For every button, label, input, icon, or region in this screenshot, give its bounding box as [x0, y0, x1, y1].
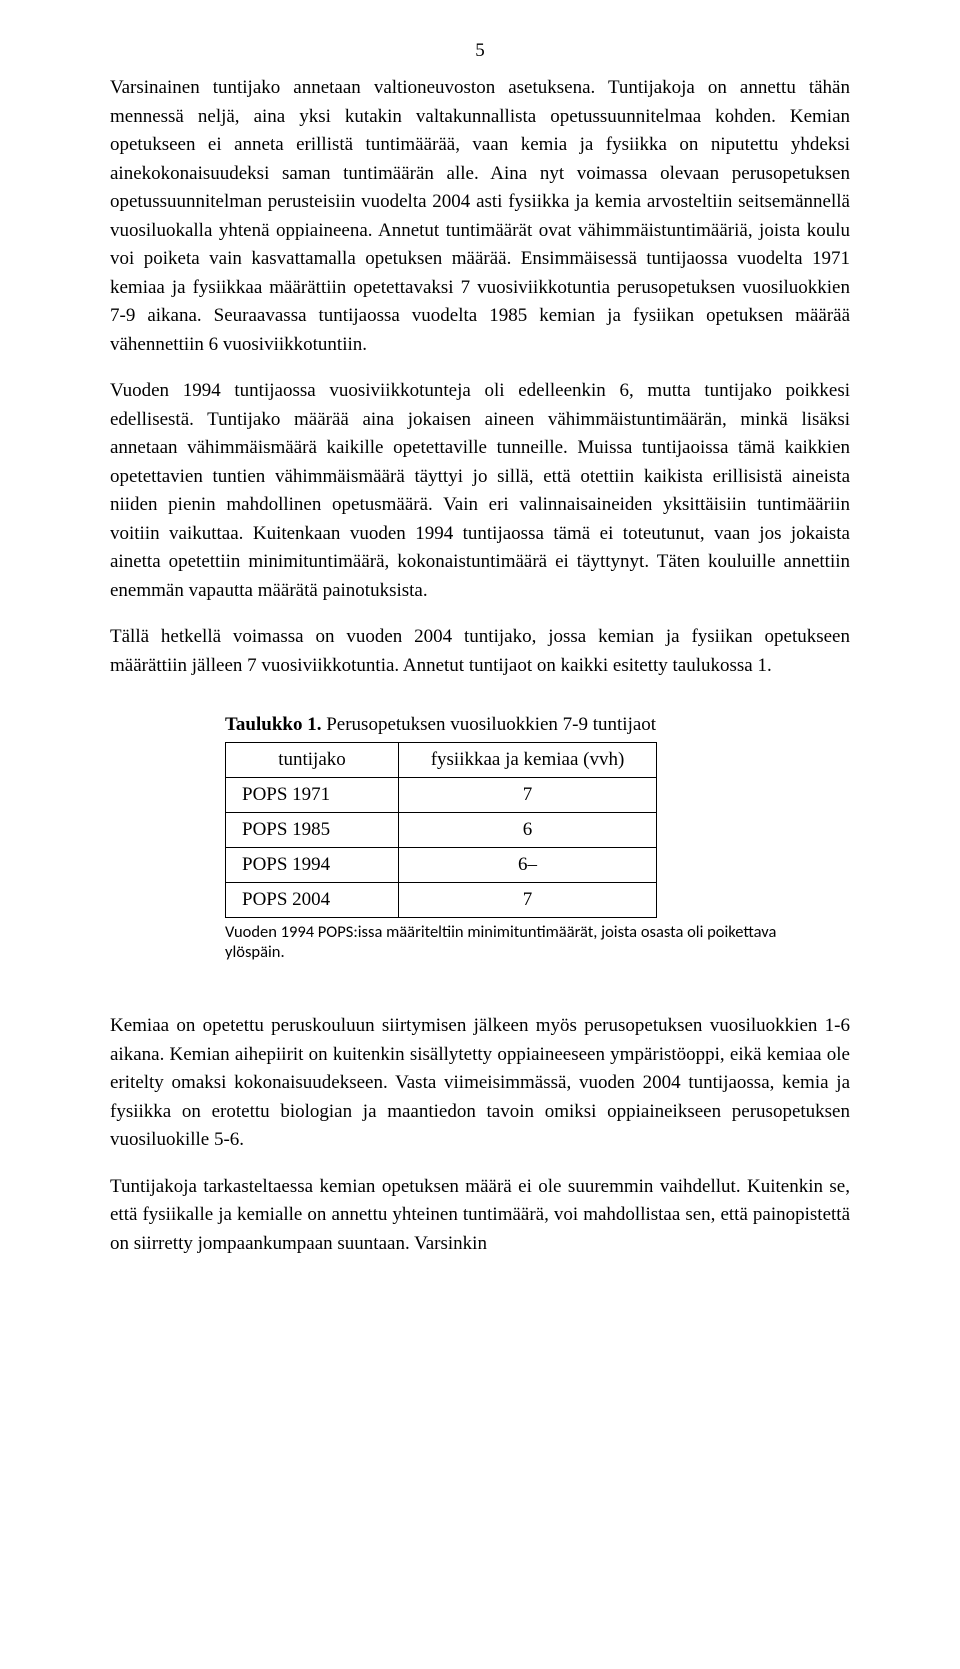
- table-cell-label: POPS 1994: [226, 848, 399, 883]
- table-row: POPS 1985 6: [226, 813, 657, 848]
- table-row: POPS 2004 7: [226, 883, 657, 918]
- paragraph-1: Varsinainen tuntijako annetaan valtioneu…: [110, 74, 850, 359]
- table-cell-value: 7: [399, 883, 657, 918]
- table-header-left: tuntijako: [226, 743, 399, 778]
- paragraph-5: Tuntijakoja tarkasteltaessa kemian opetu…: [110, 1173, 850, 1259]
- table-note: Vuoden 1994 POPS:issa määriteltiin minim…: [225, 922, 790, 962]
- table-row: POPS 1971 7: [226, 778, 657, 813]
- paragraph-4: Kemiaa on opetettu peruskouluun siirtymi…: [110, 1012, 850, 1155]
- paragraph-3: Tällä hetkellä voimassa on vuoden 2004 t…: [110, 623, 850, 680]
- table-caption-text: Perusopetuksen vuosiluokkien 7-9 tuntija…: [321, 714, 656, 735]
- table-cell-label: POPS 2004: [226, 883, 399, 918]
- paragraph-2: Vuoden 1994 tuntijaossa vuosiviikkotunte…: [110, 377, 850, 605]
- table-cell-value: 7: [399, 778, 657, 813]
- table-caption: Taulukko 1. Perusopetuksen vuosiluokkien…: [225, 714, 850, 736]
- tuntijako-table: tuntijako fysiikkaa ja kemiaa (vvh) POPS…: [225, 742, 657, 918]
- table-cell-label: POPS 1985: [226, 813, 399, 848]
- page: 5 Varsinainen tuntijako annetaan valtion…: [0, 0, 960, 1356]
- table-caption-prefix: Taulukko 1.: [225, 714, 321, 735]
- table-header-right: fysiikkaa ja kemiaa (vvh): [399, 743, 657, 778]
- table-header-row: tuntijako fysiikkaa ja kemiaa (vvh): [226, 743, 657, 778]
- table-section: Taulukko 1. Perusopetuksen vuosiluokkien…: [110, 714, 850, 962]
- table-cell-value: 6–: [399, 848, 657, 883]
- table-cell-label: POPS 1971: [226, 778, 399, 813]
- table-cell-value: 6: [399, 813, 657, 848]
- table-row: POPS 1994 6–: [226, 848, 657, 883]
- page-number: 5: [110, 40, 850, 62]
